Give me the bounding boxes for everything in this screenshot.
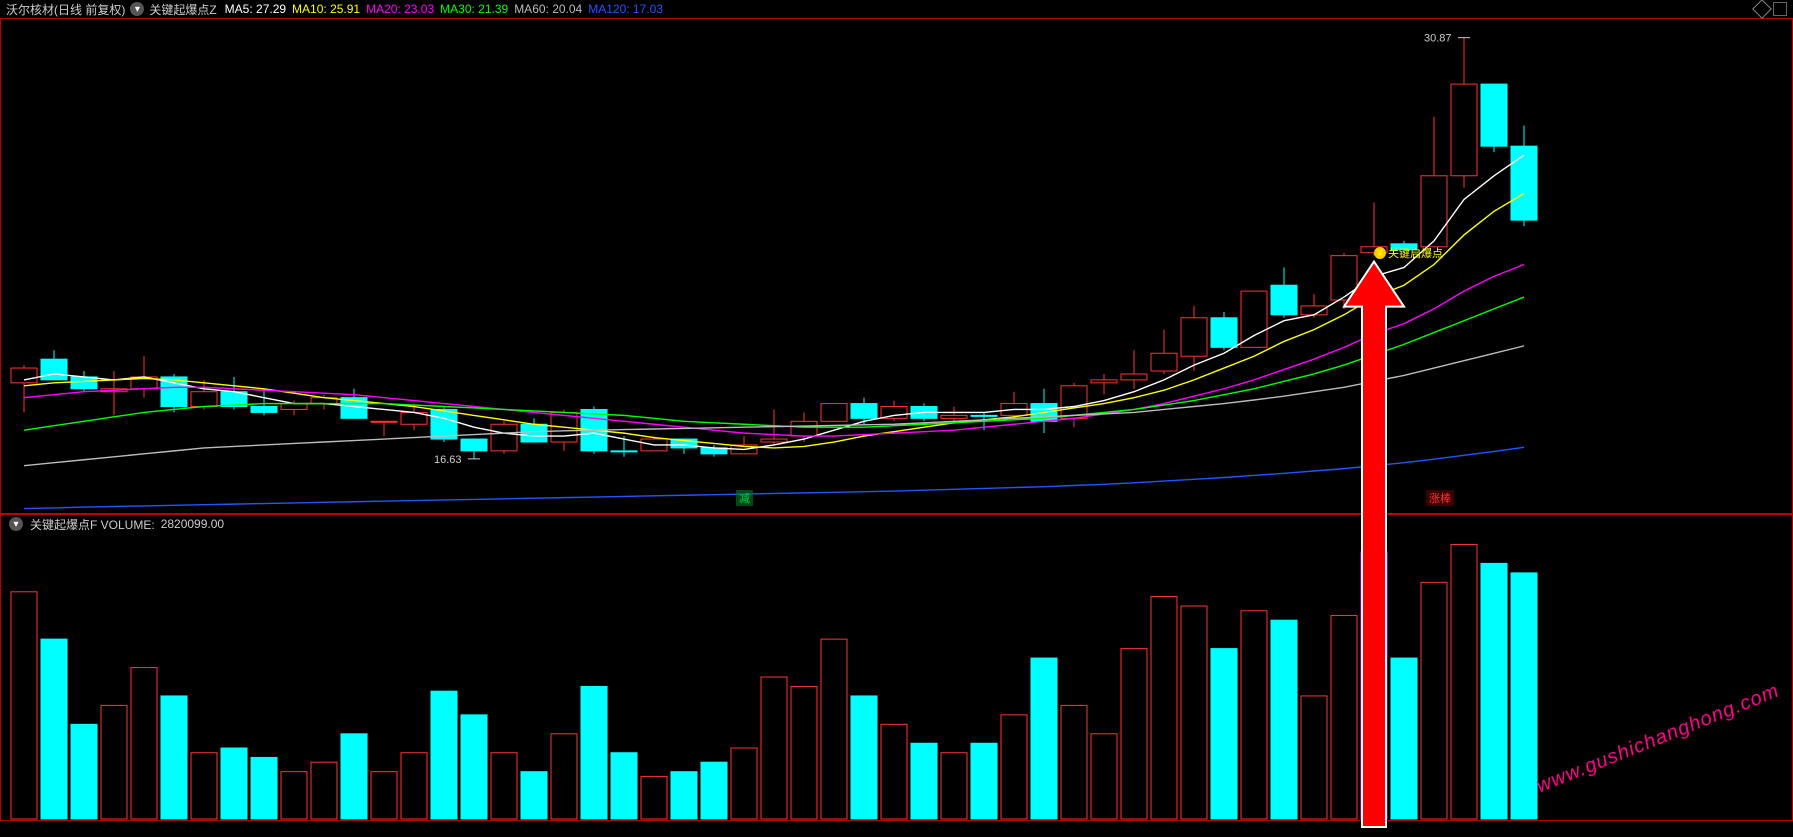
- svg-text:30.87: 30.87: [1424, 33, 1452, 45]
- ma-entry: MA20: 23.03: [366, 2, 434, 16]
- ma-entry: MA30: 21.39: [440, 2, 508, 16]
- top-right-icons: [1755, 2, 1787, 16]
- volume-chart[interactable]: [0, 514, 1793, 821]
- badge-icon: ▾: [9, 517, 23, 531]
- chart-header: 沃尔核材(日线 前复权) ▾ 关键起爆点Z MA5: 27.29 MA10: 25…: [0, 0, 1793, 18]
- badge-icon: ▾: [130, 2, 144, 16]
- ma-entry: MA60: 20.04: [514, 2, 582, 16]
- ma-entry: MA5: 27.29: [225, 2, 286, 16]
- svg-text:16.63: 16.63: [434, 454, 462, 466]
- stock-name: 沃尔核材(日线 前复权): [6, 1, 125, 18]
- annotation: 减: [736, 490, 753, 506]
- volume-value: 2820099.00: [161, 517, 224, 531]
- price-chart[interactable]: 30.87 16.63 ¥关键启爆点减 涨棒: [0, 18, 1793, 514]
- square-icon[interactable]: [1773, 2, 1787, 16]
- volume-label: 关键起爆点F VOLUME:: [30, 516, 155, 533]
- volume-header: ▾ 关键起爆点F VOLUME: 2820099.00: [0, 516, 224, 532]
- price-svg: 30.87 16.63: [1, 19, 1792, 513]
- ma-entry: MA10: 25.91: [292, 2, 360, 16]
- annotation: ¥关键启爆点: [1374, 245, 1443, 261]
- indicator-name: 关键起爆点Z: [149, 1, 216, 18]
- annotation: 涨棒: [1426, 490, 1454, 506]
- ma-entry: MA120: 17.03: [588, 2, 663, 16]
- ma-values: MA5: 27.29 MA10: 25.91 MA20: 23.03 MA30: 21…: [219, 2, 663, 16]
- volume-svg: [1, 514, 1792, 820]
